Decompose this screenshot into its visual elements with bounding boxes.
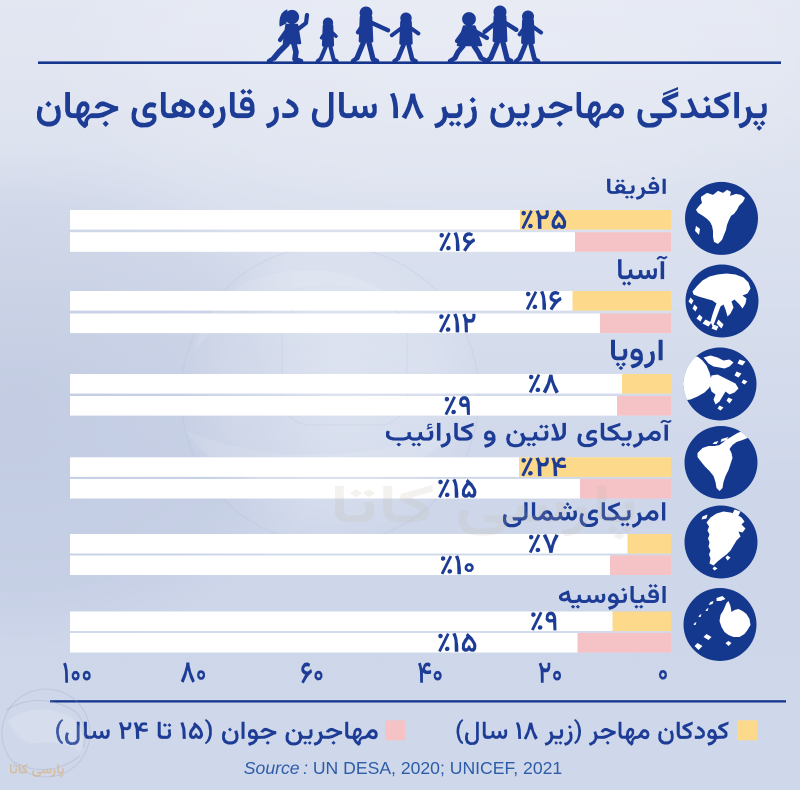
svg-text:Source : UN DESA, 2020; UNICEF: Source : UN DESA, 2020; UNICEF, 2021 bbox=[244, 758, 562, 778]
